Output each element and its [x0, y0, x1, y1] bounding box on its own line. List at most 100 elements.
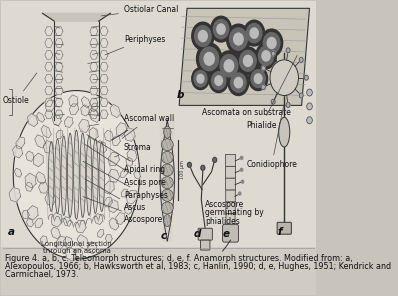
Polygon shape	[98, 229, 104, 237]
Bar	[1, 247, 316, 295]
Ellipse shape	[86, 136, 92, 215]
Polygon shape	[9, 187, 21, 202]
Circle shape	[261, 66, 265, 71]
Circle shape	[270, 60, 298, 96]
Circle shape	[299, 57, 303, 62]
Circle shape	[197, 74, 204, 83]
Text: Longitudinal section: Longitudinal section	[41, 241, 112, 247]
FancyBboxPatch shape	[226, 178, 235, 190]
Polygon shape	[90, 74, 98, 83]
Polygon shape	[36, 172, 46, 184]
Polygon shape	[45, 39, 53, 47]
Ellipse shape	[161, 139, 173, 151]
Polygon shape	[37, 112, 45, 122]
Polygon shape	[13, 145, 23, 158]
Circle shape	[249, 67, 267, 91]
Text: e: e	[222, 229, 230, 239]
Polygon shape	[100, 39, 108, 47]
Circle shape	[307, 103, 312, 110]
Circle shape	[213, 20, 229, 39]
Polygon shape	[108, 169, 119, 182]
Polygon shape	[81, 105, 90, 116]
Polygon shape	[100, 98, 108, 107]
Polygon shape	[116, 123, 127, 136]
Ellipse shape	[161, 202, 173, 214]
Ellipse shape	[49, 142, 54, 211]
Circle shape	[237, 47, 259, 75]
Circle shape	[258, 46, 274, 65]
Circle shape	[250, 28, 258, 38]
Circle shape	[209, 69, 228, 93]
Polygon shape	[116, 213, 125, 224]
Text: Ascospore: Ascospore	[83, 197, 163, 224]
Circle shape	[200, 47, 219, 71]
Polygon shape	[56, 237, 66, 249]
Ellipse shape	[279, 117, 290, 147]
Polygon shape	[55, 98, 63, 107]
Polygon shape	[43, 13, 110, 21]
Polygon shape	[105, 234, 112, 242]
Circle shape	[204, 52, 214, 65]
Polygon shape	[121, 169, 127, 177]
Polygon shape	[90, 51, 98, 59]
Ellipse shape	[99, 142, 105, 211]
Text: Periphyses: Periphyses	[105, 35, 165, 55]
FancyBboxPatch shape	[226, 202, 235, 214]
Text: Ascus pore: Ascus pore	[85, 144, 166, 187]
Polygon shape	[13, 91, 140, 259]
Circle shape	[212, 72, 226, 90]
Ellipse shape	[74, 130, 79, 219]
Text: 100 µm: 100 µm	[180, 160, 185, 179]
Circle shape	[234, 78, 242, 88]
FancyBboxPatch shape	[226, 166, 236, 178]
Circle shape	[254, 74, 262, 83]
Polygon shape	[45, 27, 53, 36]
Polygon shape	[51, 213, 62, 227]
Polygon shape	[65, 247, 76, 261]
Polygon shape	[104, 198, 112, 207]
Circle shape	[187, 163, 191, 167]
Polygon shape	[89, 128, 98, 140]
Text: Figure 4. a, b, c. Teleomorph structures; d, e, f. Anamorph structures. Modified: Figure 4. a, b, c. Teleomorph structures…	[4, 254, 352, 263]
Text: Phialide: Phialide	[246, 55, 297, 130]
Circle shape	[217, 24, 225, 34]
Circle shape	[261, 85, 265, 90]
Polygon shape	[127, 190, 137, 204]
Polygon shape	[90, 39, 98, 47]
Polygon shape	[90, 110, 98, 119]
Text: f: f	[278, 227, 283, 237]
Polygon shape	[55, 62, 63, 71]
Text: Stroma: Stroma	[115, 144, 152, 157]
Circle shape	[261, 29, 283, 57]
Polygon shape	[52, 115, 61, 126]
Polygon shape	[96, 141, 107, 155]
Polygon shape	[88, 108, 100, 123]
Polygon shape	[26, 151, 34, 161]
Circle shape	[271, 99, 275, 104]
FancyBboxPatch shape	[225, 155, 236, 166]
FancyBboxPatch shape	[198, 228, 213, 240]
Polygon shape	[14, 168, 22, 177]
Circle shape	[244, 20, 265, 46]
Circle shape	[197, 43, 222, 75]
Polygon shape	[91, 103, 98, 112]
Polygon shape	[94, 213, 103, 225]
Polygon shape	[39, 182, 48, 193]
Text: Ascomata on substrate: Ascomata on substrate	[202, 108, 291, 118]
Polygon shape	[64, 117, 73, 127]
Polygon shape	[134, 171, 140, 179]
Polygon shape	[55, 39, 63, 47]
Polygon shape	[160, 120, 174, 241]
Polygon shape	[90, 27, 98, 36]
Polygon shape	[104, 181, 114, 194]
Circle shape	[226, 24, 250, 54]
Circle shape	[192, 68, 209, 90]
Text: Carmichael, 1973.: Carmichael, 1973.	[4, 270, 78, 279]
Polygon shape	[55, 74, 63, 83]
Polygon shape	[40, 236, 47, 245]
Ellipse shape	[164, 126, 171, 138]
Ellipse shape	[161, 152, 173, 163]
FancyBboxPatch shape	[201, 240, 210, 250]
Polygon shape	[77, 234, 90, 250]
Polygon shape	[45, 98, 53, 107]
